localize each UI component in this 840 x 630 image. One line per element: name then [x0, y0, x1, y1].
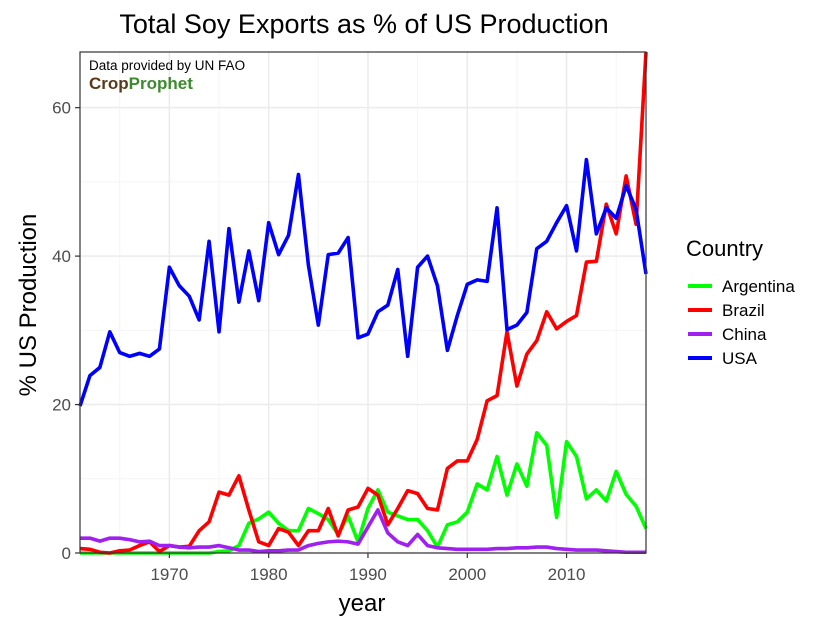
- legend-label-china: China: [722, 325, 767, 344]
- x-tick-label: 1980: [250, 565, 288, 584]
- y-tick-label: 0: [62, 544, 71, 563]
- x-axis-title: year: [339, 590, 386, 617]
- x-tick-label: 1970: [150, 565, 188, 584]
- x-axis: 1970 1980 1990 2000 2010: [150, 553, 585, 584]
- chart-title: Total Soy Exports as % of US Production: [119, 9, 608, 39]
- y-tick-label: 20: [52, 396, 71, 415]
- y-axis-title: % US Production: [15, 214, 42, 397]
- legend-label-usa: USA: [722, 349, 758, 368]
- x-tick-label: 2010: [548, 565, 586, 584]
- data-source-note: Data provided by UN FAO: [89, 58, 245, 73]
- y-tick-label: 60: [52, 99, 71, 118]
- series-line-china: [80, 508, 646, 555]
- series-layer: [78, 51, 648, 555]
- legend-label-argentina: Argentina: [722, 277, 795, 296]
- x-tick-label: 2000: [448, 565, 486, 584]
- cropprophet-logo: CropProphet: [89, 74, 193, 93]
- legend-title: Country: [686, 236, 763, 261]
- series-line-usa: [78, 157, 648, 407]
- legend: Country Argentina Brazil China USA: [686, 236, 795, 368]
- grid-layer: [80, 52, 646, 554]
- y-axis: 0 20 40 60: [52, 99, 80, 563]
- panel-border: [79, 51, 647, 554]
- x-tick-label: 1990: [349, 565, 387, 584]
- legend-label-brazil: Brazil: [722, 301, 765, 320]
- y-tick-label: 40: [52, 247, 71, 266]
- data-note: Data provided by UN FAO CropProphet: [89, 58, 245, 93]
